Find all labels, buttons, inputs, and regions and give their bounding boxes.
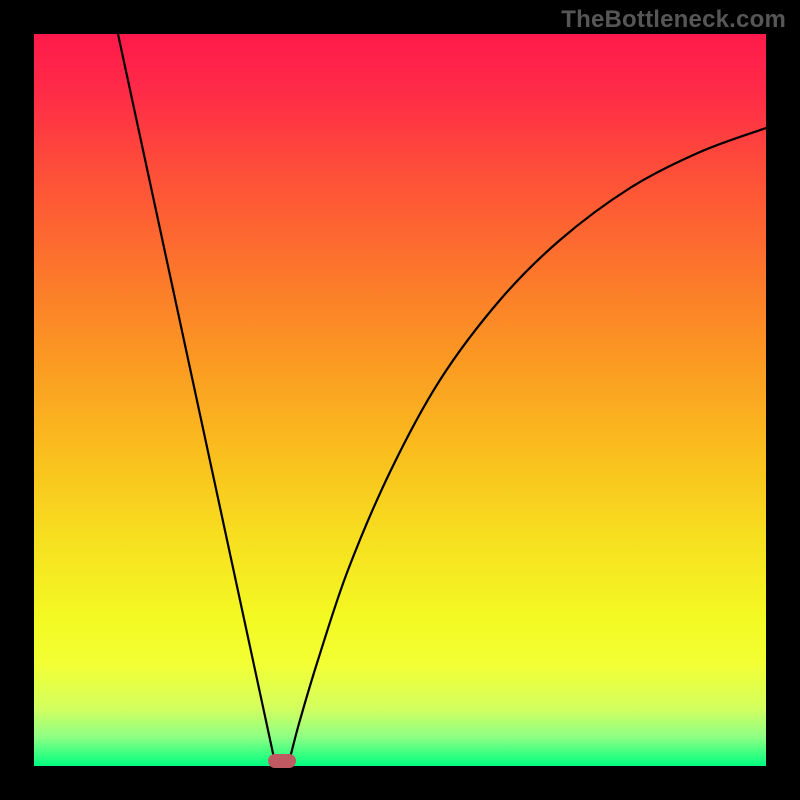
- watermark: TheBottleneck.com: [561, 6, 786, 34]
- chart-container: TheBottleneck.com: [0, 0, 800, 800]
- curves-layer: [0, 0, 800, 800]
- min-marker: [268, 754, 296, 768]
